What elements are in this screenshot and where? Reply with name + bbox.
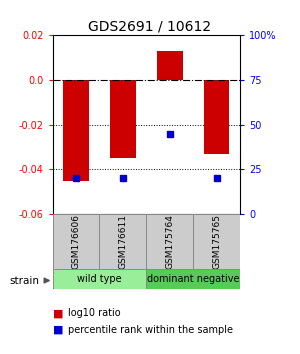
Text: dominant negative: dominant negative [147, 274, 239, 284]
Bar [204, 80, 230, 154]
Bar [63, 80, 89, 181]
Bar [99, 214, 146, 269]
Bar [52, 269, 146, 289]
Text: strain: strain [9, 276, 39, 286]
Text: ■: ■ [52, 308, 63, 318]
Bar [157, 51, 183, 80]
Bar [193, 214, 240, 269]
Text: wild type: wild type [77, 274, 122, 284]
Text: ■: ■ [52, 325, 63, 335]
Text: log10 ratio: log10 ratio [68, 308, 120, 318]
Bar [146, 214, 193, 269]
Text: percentile rank within the sample: percentile rank within the sample [68, 325, 232, 335]
Bar [52, 214, 99, 269]
Bar [110, 80, 136, 158]
Bar [146, 269, 240, 289]
Text: GSM175765: GSM175765 [212, 214, 221, 269]
Text: GSM175764: GSM175764 [165, 214, 174, 269]
Text: GSM176611: GSM176611 [118, 214, 127, 269]
Text: GSM176606: GSM176606 [71, 214, 80, 269]
Text: GDS2691 / 10612: GDS2691 / 10612 [88, 19, 212, 34]
